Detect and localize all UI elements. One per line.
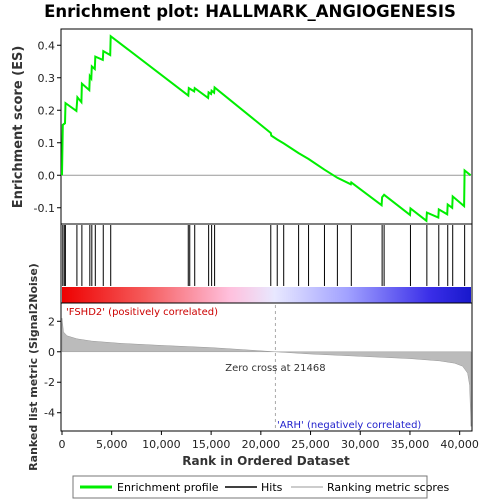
zero-cross-label: Zero cross at 21468 xyxy=(225,363,325,374)
metric-panel-frame xyxy=(60,302,473,432)
positive-correlation-label: 'FSHD2' (positively correlated) xyxy=(66,307,218,318)
metric-y-axis: -4 -2 0 2 xyxy=(44,315,61,420)
es-panel-frame xyxy=(60,28,473,225)
x-tick-label: 40,000 xyxy=(440,438,479,451)
legend: Enrichment profile Hits Ranking metric s… xyxy=(72,475,449,499)
es-y-tick-label: 0.4 xyxy=(38,39,56,52)
es-y-tick-label: -0.1 xyxy=(34,202,55,215)
metric-y-tick-label: 2 xyxy=(48,315,55,328)
x-tick-label: 25,000 xyxy=(291,438,330,451)
es-y-tick-label: 0.0 xyxy=(38,169,56,182)
legend-hits-label: Hits xyxy=(261,481,283,494)
chart-title: Enrichment plot: HALLMARK_ANGIOGENESIS xyxy=(44,2,456,21)
es-y-axis: -0.1 0.0 0.1 0.2 0.3 0.4 xyxy=(34,39,61,215)
x-axis: 0 5,000 10,000 15,000 20,000 25,000 30,000 35,0… xyxy=(59,431,479,451)
es-y-axis-label: Enrichment score (ES) xyxy=(11,46,26,209)
metric-y-tick-label: -2 xyxy=(44,376,55,389)
es-y-tick-label: 0.1 xyxy=(38,137,56,150)
x-tick-label: 5,000 xyxy=(96,438,128,451)
metric-y-axis-label: Ranked list metric (Signal2Noise) xyxy=(27,263,40,471)
x-tick-label: 15,000 xyxy=(192,438,231,451)
legend-enrichment-label: Enrichment profile xyxy=(117,481,219,494)
x-tick-label: 30,000 xyxy=(341,438,380,451)
legend-ranking-label: Ranking metric scores xyxy=(327,481,449,494)
metric-y-tick-label: -4 xyxy=(44,407,55,420)
hit-markers xyxy=(62,225,466,286)
x-tick-label: 0 xyxy=(59,438,66,451)
enrichment-profile-line xyxy=(61,34,472,223)
metric-y-tick-label: 0 xyxy=(48,346,55,359)
negative-correlation-label: 'ARH' (negatively correlated) xyxy=(277,420,421,431)
x-tick-label: 20,000 xyxy=(242,438,281,451)
x-tick-label: 10,000 xyxy=(142,438,181,451)
es-y-tick-label: 0.3 xyxy=(38,72,56,85)
es-y-tick-label: 0.2 xyxy=(38,104,56,117)
ranking-metric-area xyxy=(61,318,472,427)
rank-color-bar xyxy=(62,287,471,303)
x-axis-label: Rank in Ordered Dataset xyxy=(182,454,350,468)
x-tick-label: 35,000 xyxy=(391,438,430,451)
